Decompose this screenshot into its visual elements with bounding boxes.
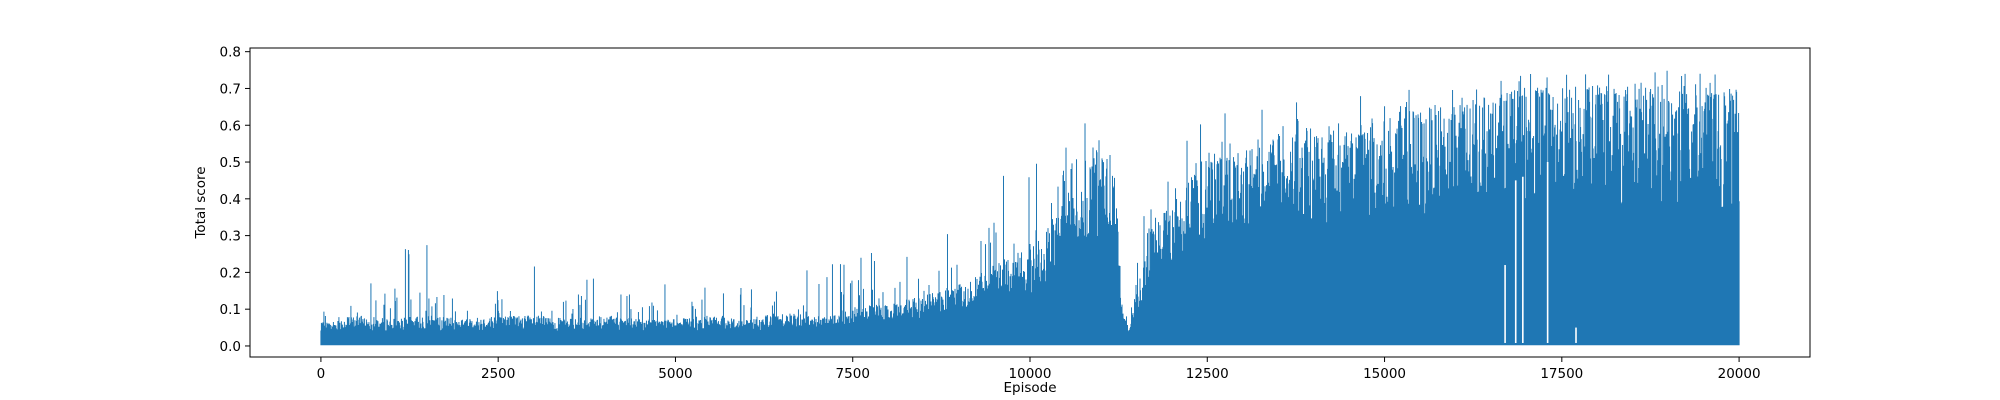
y-tick-label: 0.3 — [220, 229, 241, 245]
x-axis-title: Episode — [1003, 380, 1056, 396]
y-axis-title: Total score — [193, 166, 209, 239]
series-line — [320, 70, 1740, 346]
y-tick-label: 0.6 — [220, 118, 241, 134]
y-tick-label: 0.2 — [220, 265, 241, 281]
x-axis: 0 2500 5000 7500 10000 12500 15000 17500 20000 — [317, 357, 1761, 382]
x-tick-label: 17500 — [1540, 366, 1583, 382]
y-axis: 0.0 0.1 0.2 0.3 0.4 0.5 0.6 0.7 0.8 — [220, 45, 250, 355]
y-tick-label: 0.7 — [220, 81, 241, 97]
x-tick-label: 20000 — [1718, 366, 1761, 382]
y-tick-label: 0.4 — [220, 192, 241, 208]
y-tick-label: 0.1 — [220, 302, 241, 318]
x-tick-label: 15000 — [1363, 366, 1406, 382]
x-tick-label: 5000 — [658, 366, 692, 382]
y-tick-label: 0.8 — [220, 45, 241, 61]
x-tick-label: 0 — [317, 366, 326, 382]
x-tick-label: 12500 — [1186, 366, 1229, 382]
y-tick-label: 0.0 — [220, 339, 241, 355]
x-tick-label: 2500 — [481, 366, 515, 382]
y-tick-label: 0.5 — [220, 155, 241, 171]
series-layer — [320, 70, 1740, 346]
x-tick-label: 10000 — [1009, 366, 1052, 382]
x-tick-label: 7500 — [836, 366, 870, 382]
